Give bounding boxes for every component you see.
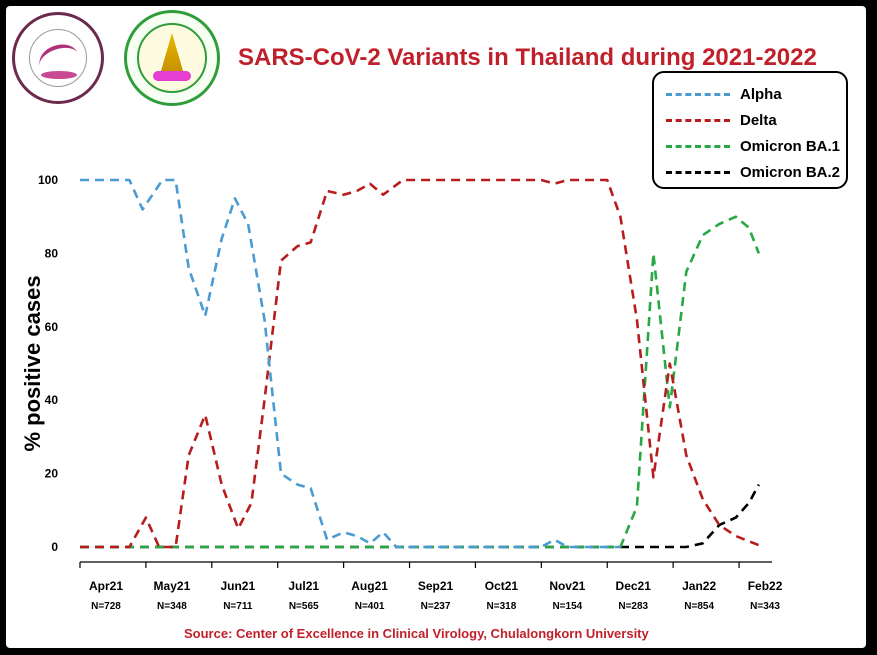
x-sample-size-dec21: N=283 bbox=[618, 601, 648, 612]
y-tick-label: 20 bbox=[45, 467, 59, 481]
y-tick-label: 40 bbox=[45, 393, 59, 407]
legend-swatch bbox=[666, 170, 730, 174]
y-tick-label: 80 bbox=[45, 246, 59, 260]
x-sample-size-jul21: N=565 bbox=[289, 601, 319, 612]
legend-label: Omicron BA.2 bbox=[740, 163, 841, 181]
legend-label: Delta bbox=[740, 111, 777, 129]
legend-swatch bbox=[666, 144, 730, 148]
x-tick-label-apr21: Apr21 bbox=[89, 579, 123, 593]
x-sample-size-jan22: N=854 bbox=[684, 601, 714, 612]
x-tick-label-feb22: Feb22 bbox=[748, 579, 783, 593]
legend-label: Alpha bbox=[740, 85, 782, 103]
legend-swatch bbox=[666, 118, 730, 122]
x-sample-size-sep21: N=237 bbox=[421, 601, 451, 612]
legend-label: Omicron BA.1 bbox=[740, 137, 841, 155]
x-tick-label-jul21: Jul21 bbox=[288, 579, 319, 593]
x-sample-size-may21: N=348 bbox=[157, 601, 187, 612]
x-sample-size-apr21: N=728 bbox=[91, 601, 121, 612]
x-tick-label-jun21: Jun21 bbox=[220, 579, 255, 593]
chart-title: SARS-CoV-2 Variants in Thailand during 2… bbox=[238, 44, 817, 71]
x-sample-size-aug21: N=401 bbox=[355, 601, 385, 612]
y-tick-label: 100 bbox=[38, 173, 58, 187]
legend-item-omicron-ba-1: Omicron BA.1 bbox=[666, 135, 840, 157]
x-tick-label-may21: May21 bbox=[154, 579, 191, 593]
line-chart: % positive cases 0 20 40 60 80 100 Apr21 N=728 Ma… bbox=[20, 173, 783, 612]
x-sample-size-nov21: N=154 bbox=[552, 601, 582, 612]
x-tick-label-nov21: Nov21 bbox=[549, 579, 585, 593]
legend-item-omicron-ba-2: Omicron BA.2 bbox=[666, 161, 840, 183]
chart-legend: Alpha Delta Omicron BA.1 Omicron BA.2 bbox=[652, 71, 848, 189]
series-line-omicron-ba-1 bbox=[80, 215, 761, 549]
legend-item-alpha: Alpha bbox=[666, 83, 782, 105]
chart-frame: SARS-CoV-2 Variants in Thailand during 2… bbox=[6, 6, 866, 648]
x-tick-label-sep21: Sep21 bbox=[418, 579, 454, 593]
x-tick-label-aug21: Aug21 bbox=[351, 579, 388, 593]
x-tick-label-dec21: Dec21 bbox=[616, 579, 652, 593]
legend-swatch bbox=[666, 92, 730, 96]
x-tick-label-jan22: Jan22 bbox=[682, 579, 716, 593]
faculty-medicine-logo-icon bbox=[124, 10, 220, 106]
y-axis-label: % positive cases bbox=[20, 275, 45, 451]
series-line-alpha bbox=[80, 178, 621, 549]
x-sample-size-oct21: N=318 bbox=[487, 601, 517, 612]
y-tick-label: 0 bbox=[51, 540, 58, 554]
x-tick-label-oct21: Oct21 bbox=[485, 579, 519, 593]
x-sample-size-feb22: N=343 bbox=[750, 601, 780, 612]
series-line-omicron-ba-2 bbox=[80, 483, 760, 549]
clinical-virology-logo-icon bbox=[12, 12, 104, 104]
y-tick-label: 60 bbox=[45, 320, 59, 334]
series-line-delta bbox=[80, 178, 760, 549]
source-note: Source: Center of Excellence in Clinical… bbox=[184, 626, 649, 641]
legend-item-delta: Delta bbox=[666, 109, 777, 131]
x-sample-size-jun21: N=711 bbox=[223, 601, 253, 612]
